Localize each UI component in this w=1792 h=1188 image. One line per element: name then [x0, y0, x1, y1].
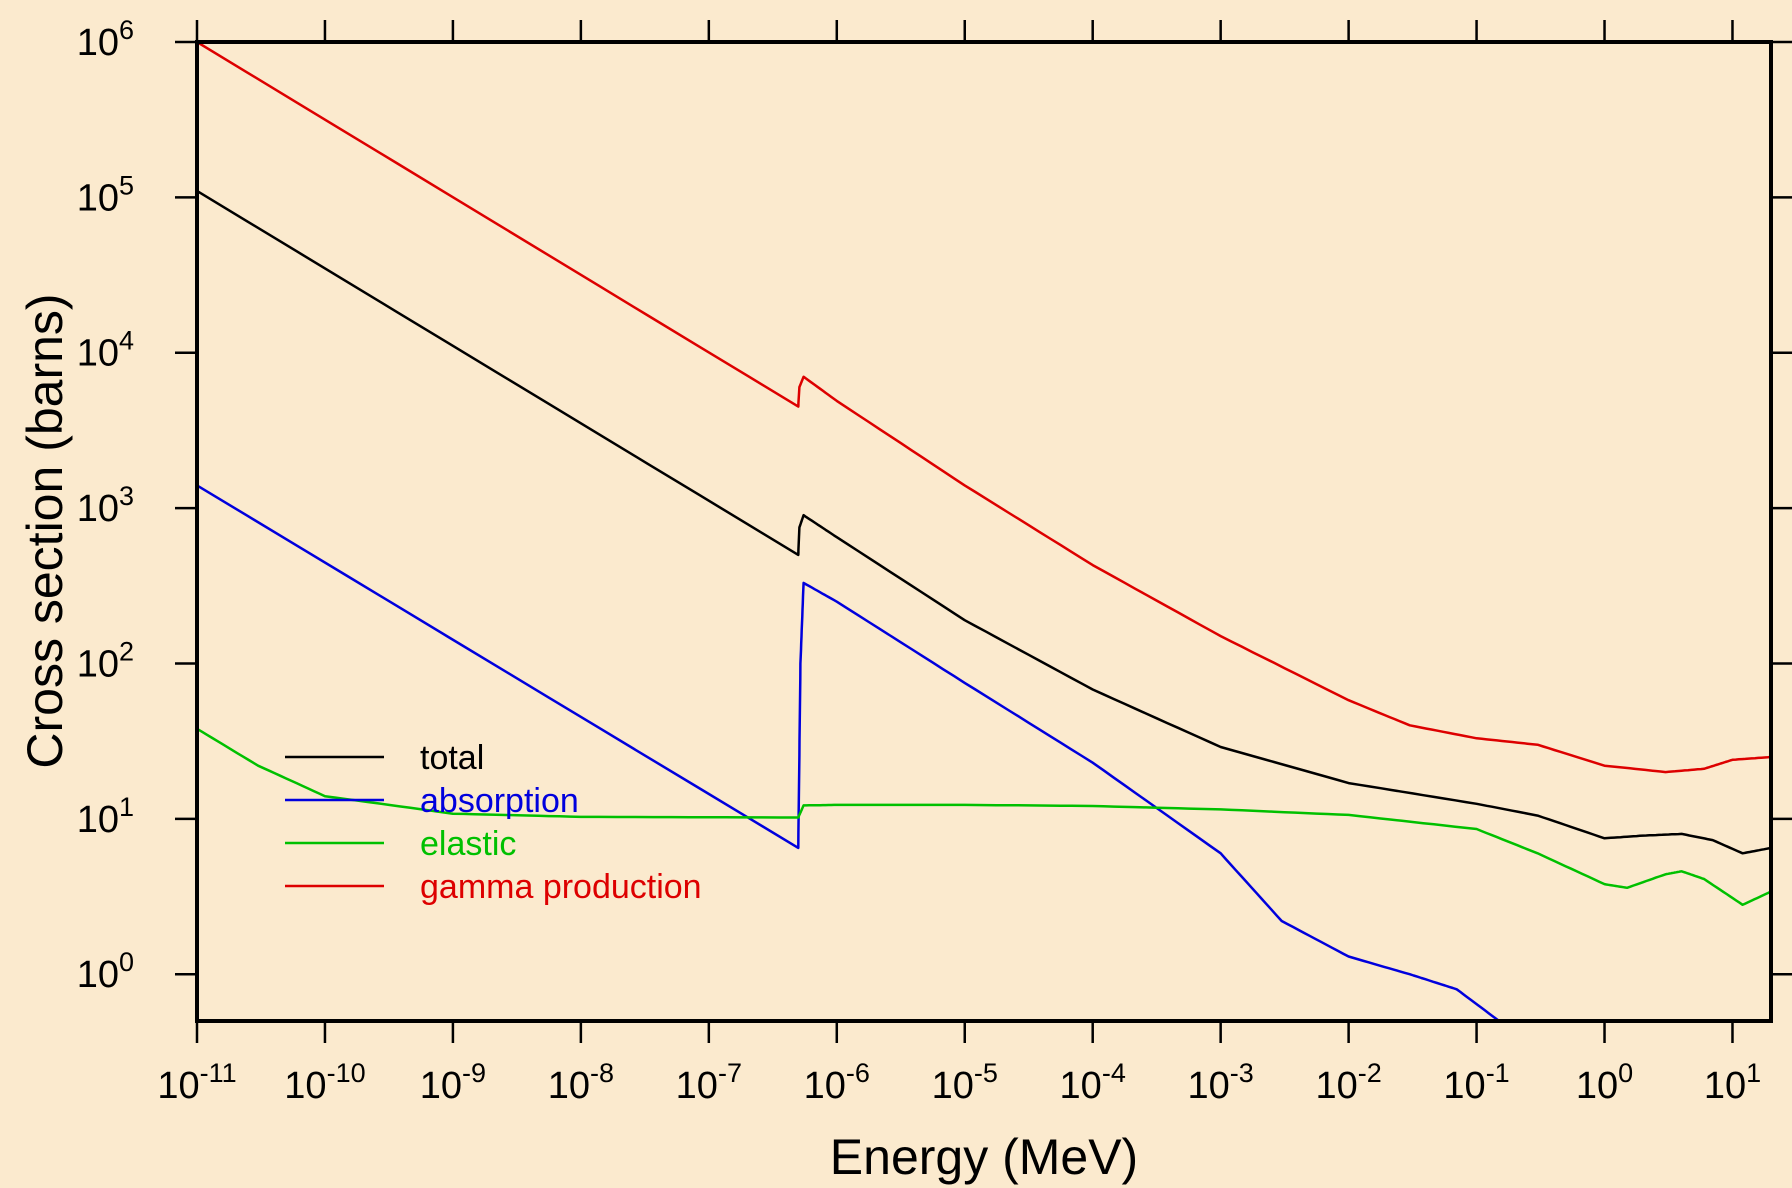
legend-label: absorption — [420, 782, 579, 820]
series-line-gamma-production — [197, 42, 1771, 774]
x-tick-label: 10-8 — [548, 1058, 614, 1107]
legend-label: gamma production — [420, 868, 702, 906]
y-tick-label: 100 — [77, 947, 134, 996]
x-axis-title: Energy (MeV) — [830, 1129, 1138, 1185]
y-axis-title: Cross section (barns) — [17, 293, 73, 768]
series-layer — [197, 42, 1771, 1021]
x-tick-label: 10-11 — [157, 1058, 236, 1107]
legend-label: elastic — [420, 825, 516, 863]
x-tick-label: 10-2 — [1315, 1058, 1381, 1107]
x-tick-label: 10-1 — [1443, 1058, 1509, 1107]
tick-layer: 10-11 10-10 10-9 10-8 10-7 10-6 10-5 10-4 10-3 10… — [77, 15, 1792, 1107]
y-tick-label: 105 — [77, 170, 134, 219]
series-line-total — [197, 189, 1771, 855]
legend-label: total — [420, 739, 484, 777]
y-tick-label: 106 — [77, 15, 134, 64]
x-tick-label: 101 — [1704, 1058, 1761, 1107]
series-line-elastic — [197, 727, 1771, 907]
x-tick-label: 10-3 — [1188, 1058, 1254, 1107]
x-tick-label: 10-4 — [1060, 1058, 1126, 1107]
y-tick-label: 102 — [77, 636, 134, 685]
x-tick-label: 10-6 — [804, 1058, 870, 1107]
x-tick-label: 10-10 — [284, 1058, 365, 1107]
x-tick-label: 10-7 — [676, 1058, 742, 1107]
y-tick-label: 103 — [77, 481, 134, 530]
x-tick-label: 100 — [1576, 1058, 1633, 1107]
x-tick-label: 10-5 — [932, 1058, 998, 1107]
x-tick-label: 10-9 — [420, 1058, 486, 1107]
legend: total absorption elastic gamma production — [285, 739, 702, 906]
plot-frame — [195, 40, 1773, 1023]
y-tick-label: 101 — [77, 792, 134, 841]
plot-area — [197, 42, 1771, 1021]
y-tick-label: 104 — [77, 326, 134, 375]
